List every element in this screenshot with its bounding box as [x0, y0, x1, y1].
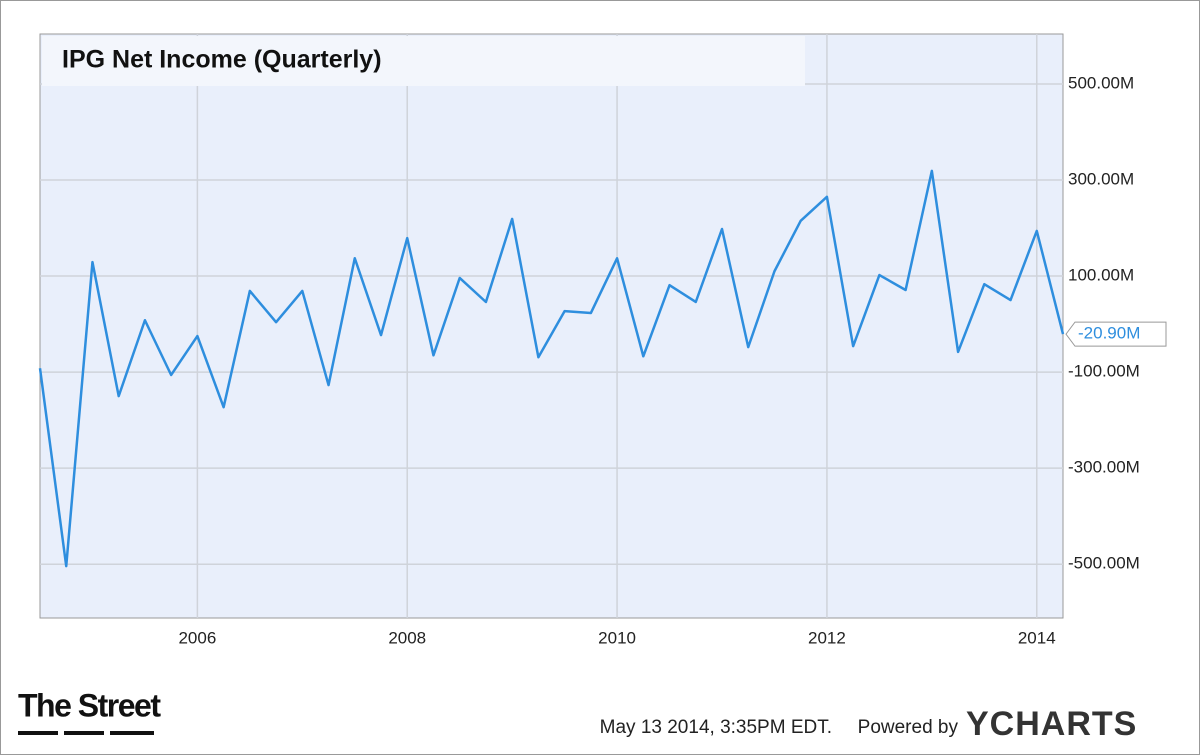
- y-tick-label: 500.00M: [1068, 73, 1134, 92]
- y-tick-label: 300.00M: [1068, 169, 1134, 188]
- x-tick-label: 2006: [178, 628, 216, 647]
- brand: YCHARTS: [966, 705, 1137, 743]
- title-box: [42, 36, 805, 86]
- line-series: [38, 169, 1065, 568]
- plot-area: [39, 33, 1064, 619]
- x-tick-label: 2008: [388, 628, 426, 647]
- logo-underline: [18, 731, 154, 735]
- end-label-box: [1065, 321, 1167, 347]
- powered-by: Powered by: [858, 717, 959, 738]
- timestamp: May 13 2014, 3:35PM EDT.: [600, 717, 832, 738]
- logo: The Street: [18, 687, 161, 723]
- y-tick-label: -300.00M: [1068, 458, 1140, 477]
- y-tick-label: 100.00M: [1068, 266, 1134, 285]
- x-tick-label: 2014: [1018, 628, 1056, 647]
- chart-title: IPG Net Income (Quarterly): [62, 46, 382, 74]
- x-tick-label: 2010: [598, 628, 636, 647]
- x-tick-label: 2012: [808, 628, 846, 647]
- end-label: -20.90M: [1078, 324, 1140, 343]
- y-tick-label: -100.00M: [1068, 362, 1140, 381]
- y-tick-label: -500.00M: [1068, 554, 1140, 573]
